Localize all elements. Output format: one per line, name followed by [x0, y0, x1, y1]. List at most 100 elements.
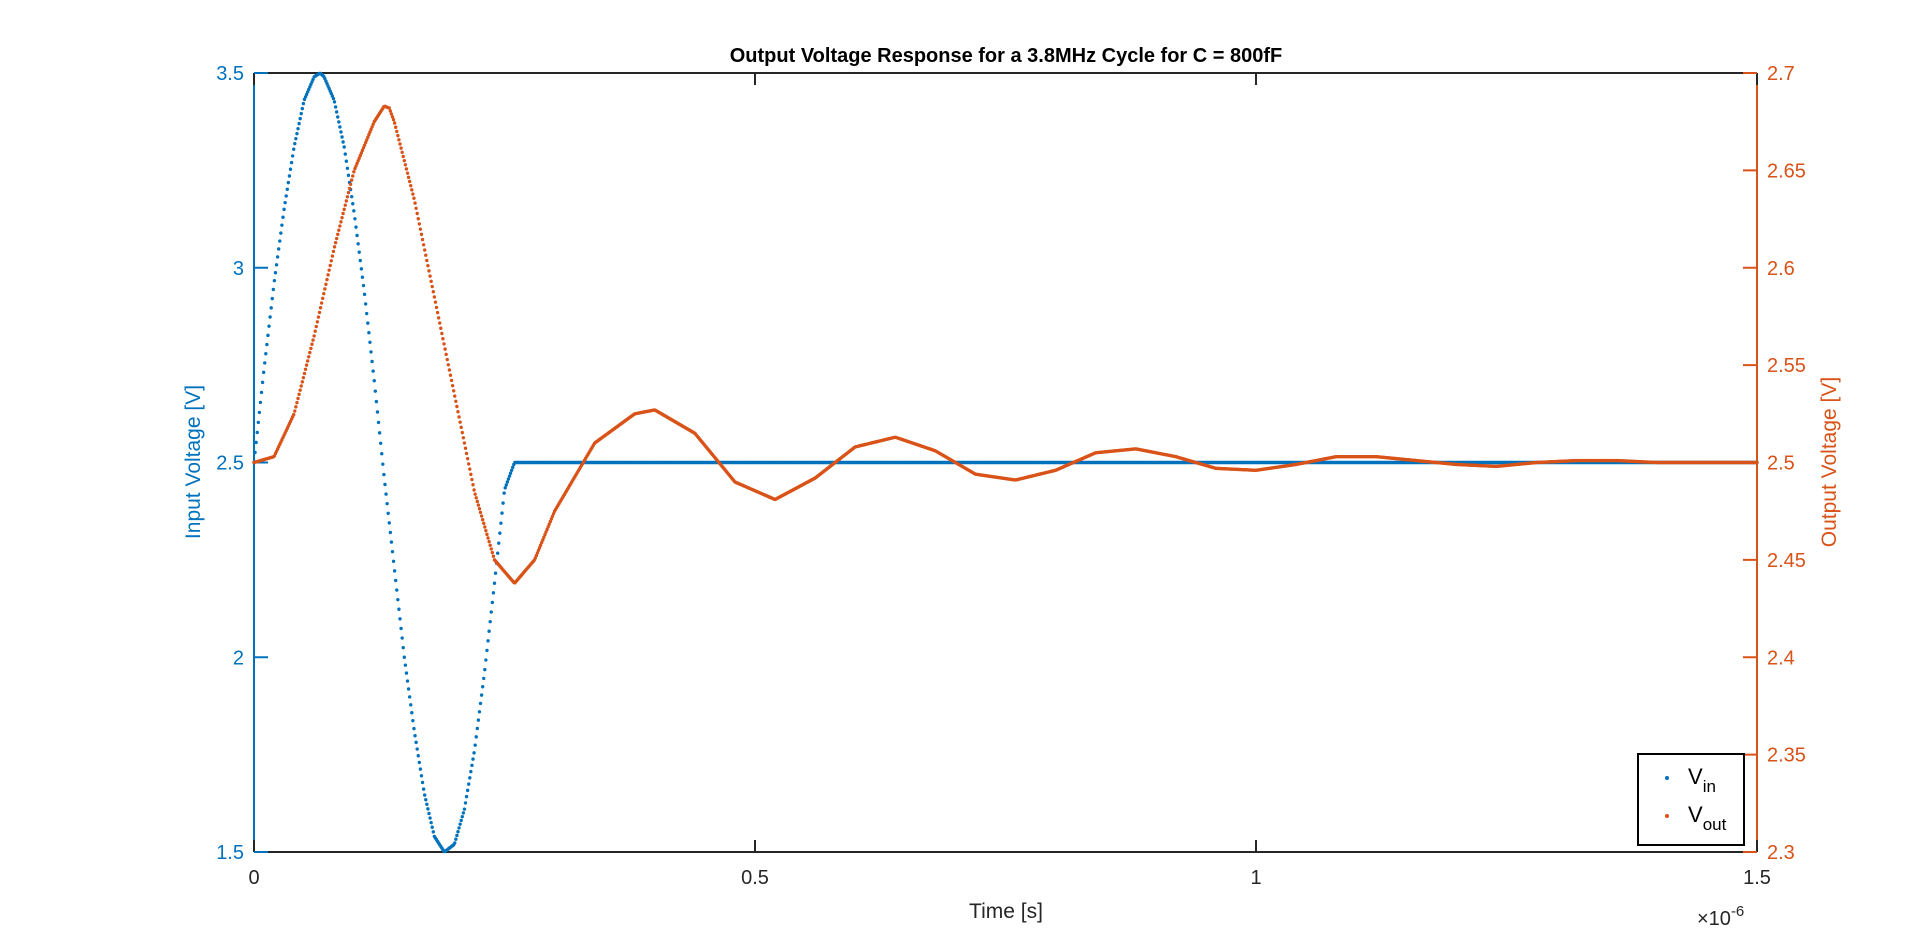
left-y-tick-label: 2.5	[216, 453, 244, 475]
vin-point	[345, 166, 350, 170]
vout-point	[329, 259, 333, 263]
vout-point	[439, 326, 443, 330]
vout-point	[473, 492, 477, 496]
vin-point	[468, 776, 472, 780]
vout-point	[457, 415, 461, 419]
vin-point	[478, 701, 483, 706]
vin-point	[406, 687, 411, 691]
vin-point	[467, 782, 471, 786]
vout-point	[445, 357, 449, 362]
vout-point	[339, 220, 343, 224]
vout-point	[336, 232, 340, 237]
vin-point	[355, 233, 359, 238]
vin-point	[333, 105, 338, 109]
vin-point	[391, 559, 396, 563]
vout-point	[361, 146, 366, 150]
vin-point	[343, 152, 347, 156]
vout-point	[480, 518, 485, 522]
vin-point	[369, 350, 373, 354]
x-tick-label: 1	[1250, 867, 1261, 889]
vin-point	[279, 231, 283, 235]
vin-point	[263, 361, 267, 365]
vout-point	[318, 306, 323, 310]
vout-point	[482, 521, 486, 526]
x-tick-label: 1.5	[1743, 867, 1771, 889]
vout-point	[416, 217, 420, 221]
vout-point	[490, 550, 495, 555]
vin-point	[255, 430, 259, 435]
vin-point	[334, 110, 339, 114]
vout-point	[536, 548, 541, 553]
vin-point	[297, 121, 301, 126]
vin-point	[354, 225, 358, 229]
vout-point	[360, 148, 365, 153]
vin-point	[483, 667, 487, 672]
vin-point	[394, 578, 398, 583]
right-y-tick-label: 2.5	[1767, 453, 1795, 475]
vout-point	[486, 536, 490, 540]
vout-point	[428, 274, 432, 278]
vout-point	[487, 539, 491, 544]
vin-point	[453, 841, 457, 845]
vin-point	[386, 511, 390, 515]
vin-point	[259, 390, 264, 395]
right-y-tick-label: 2.6	[1767, 258, 1795, 280]
vout-point	[347, 186, 352, 191]
vin-point	[253, 450, 257, 455]
vin-point	[372, 379, 376, 383]
vin-point	[501, 501, 505, 505]
left-y-axis-ticks: 1.5 2 2.5 3 3.5	[216, 63, 268, 864]
vout-point	[387, 106, 391, 110]
vin-point	[497, 541, 501, 545]
vin-point	[511, 465, 515, 470]
vout-point	[348, 182, 353, 186]
vout-point	[307, 355, 311, 359]
vin-point	[389, 540, 394, 544]
vout-point	[540, 540, 544, 545]
vout-point	[317, 310, 322, 315]
vout-point	[443, 347, 447, 351]
vout-point	[432, 295, 437, 299]
vin-point	[428, 816, 432, 820]
vin-point	[412, 726, 416, 731]
vout-point	[362, 143, 367, 147]
legend-marker-vout	[1665, 814, 1669, 818]
vout-point	[368, 130, 372, 134]
vout-point	[311, 338, 315, 342]
vout-point	[420, 237, 425, 242]
vin-point	[457, 826, 461, 830]
vin-point	[385, 501, 389, 506]
vout-point	[422, 248, 427, 252]
x-axis-label: Time [s]	[969, 900, 1043, 923]
vout-point	[312, 334, 316, 338]
vin-point	[397, 607, 401, 611]
vin-point	[332, 100, 337, 104]
vin-point	[295, 131, 299, 136]
right-y-tick-label: 2.7	[1767, 63, 1795, 85]
vin-point	[464, 794, 469, 799]
vin-point	[285, 187, 289, 191]
vout-point	[471, 483, 475, 487]
vin-point	[426, 807, 430, 811]
vin-point	[342, 145, 346, 149]
vout-point	[402, 158, 406, 163]
vout-point	[424, 253, 428, 257]
legend-vin-main: V	[1688, 764, 1703, 789]
vout-point	[294, 405, 298, 409]
vin-point	[266, 333, 270, 338]
legend-label-vout: Vout	[1688, 802, 1727, 834]
vout-point	[538, 543, 543, 547]
vin-point	[463, 801, 468, 805]
vin-point	[424, 797, 428, 802]
vout-point	[413, 201, 417, 205]
vin-point	[380, 452, 384, 456]
vin-point	[429, 820, 433, 825]
vin-point	[474, 735, 478, 739]
vout-point	[550, 514, 555, 519]
vin-point	[506, 477, 511, 481]
vin-point	[339, 130, 343, 134]
vout-point	[355, 161, 359, 166]
vin-point	[399, 626, 403, 631]
vin-point	[374, 399, 379, 404]
